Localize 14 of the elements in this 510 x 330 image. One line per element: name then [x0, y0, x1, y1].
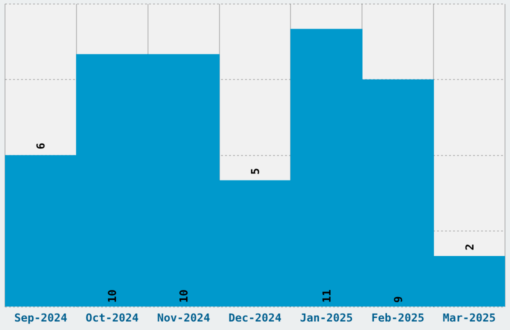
x-tick-label: Dec-2024: [228, 311, 282, 324]
data-label: 10: [178, 290, 191, 303]
x-tick-label: Oct-2024: [86, 311, 140, 324]
x-tick-label: Mar-2025: [442, 311, 496, 324]
data-label: 10: [106, 290, 120, 303]
x-tick-label: Sep-2024: [14, 311, 68, 324]
data-label: 11: [320, 289, 334, 303]
data-label: 2: [463, 244, 476, 250]
data-label: 5: [249, 168, 262, 175]
x-tick-label: Jan-2025: [300, 311, 353, 324]
x-tick-label: Nov-2024: [157, 311, 210, 324]
data-label: 6: [34, 142, 48, 150]
data-label: 9: [392, 296, 405, 303]
x-tick-label: Feb-2025: [371, 311, 424, 324]
